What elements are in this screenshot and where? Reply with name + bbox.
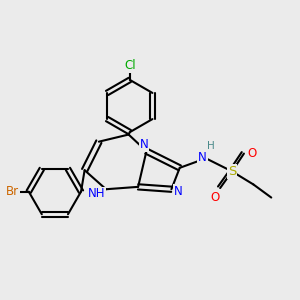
Text: Br: Br xyxy=(5,185,19,198)
Text: O: O xyxy=(248,147,257,160)
Text: N: N xyxy=(174,185,183,198)
Text: N: N xyxy=(198,151,207,164)
Text: O: O xyxy=(211,191,220,204)
Text: Cl: Cl xyxy=(124,59,136,72)
Text: NH: NH xyxy=(88,188,105,200)
Text: H: H xyxy=(207,141,214,152)
Text: S: S xyxy=(228,165,236,178)
Text: N: N xyxy=(140,138,148,151)
